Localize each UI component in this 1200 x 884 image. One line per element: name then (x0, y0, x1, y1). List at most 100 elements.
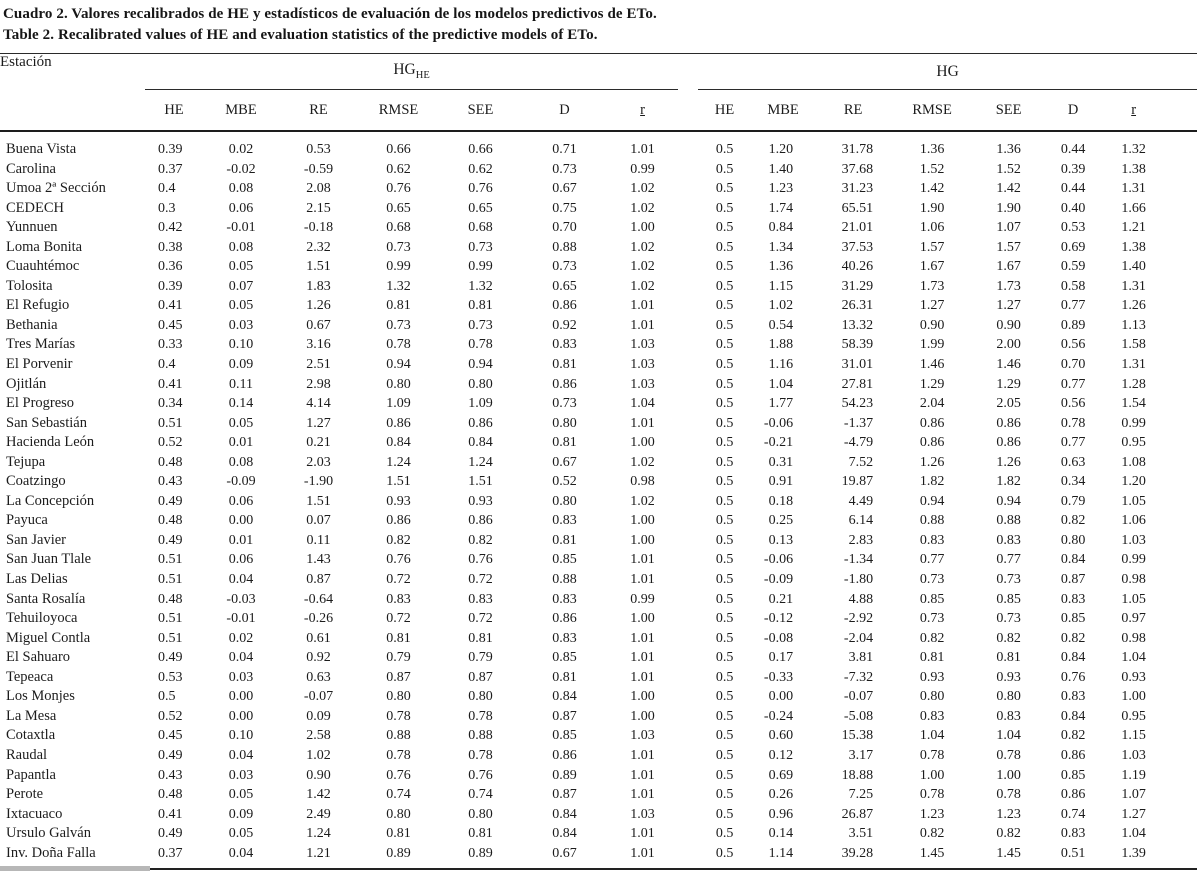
cell-hghe-see: 0.80 (468, 689, 493, 705)
cell-hghe-d: 0.80 (552, 493, 577, 509)
cell-hg-re: 31.01 (841, 357, 874, 373)
cell-hghe-d: 0.81 (552, 435, 577, 451)
column-header-hghe-d: D (522, 89, 607, 132)
cell-hg-d: 0.58 (1060, 278, 1086, 294)
cell-hghe-he: 0.52 (158, 708, 183, 724)
cell-hg-d: 0.85 (1060, 767, 1086, 783)
cell-hg-re: 40.26 (841, 259, 874, 275)
cell-hg-mbe: 1.14 (768, 845, 794, 861)
station-name: Cotaxtla (6, 727, 56, 744)
station-name: Perote (6, 786, 44, 803)
cell-hg-he: 0.5 (715, 474, 734, 490)
cell-gap (678, 844, 698, 870)
cell-hghe-re: 0.61 (306, 630, 331, 646)
cell-hg-mbe: -0.12 (763, 611, 794, 627)
cell-hghe-mbe: 0.06 (228, 200, 254, 216)
cell-gap (678, 668, 698, 688)
cell-hghe-see: 0.94 (468, 357, 493, 373)
cell-hghe-he: 0.41 (158, 298, 183, 314)
cell-hg-mbe: -0.06 (763, 552, 794, 568)
cell-hg-rmse: 1.99 (919, 337, 945, 353)
cell-hghe-mbe: 0.10 (228, 337, 254, 353)
station-name: Coatzingo (6, 473, 66, 490)
cell-hg-rmse: 0.90 (919, 317, 945, 333)
cell-hg-rmse: 1.26 (919, 454, 945, 470)
cell-hg-r: 1.38 (1121, 239, 1146, 255)
cell-hg-see: 1.26 (996, 454, 1021, 470)
cell-hghe-mbe: 0.05 (228, 259, 254, 275)
cell-hghe-mbe: 0.01 (228, 532, 254, 548)
cell-hg-re: 37.53 (841, 239, 874, 255)
cell-gap (678, 335, 698, 355)
table-body: Buena Vista 0.39 0.02 0.53 0.66 0.66 0.71 1.01 0… (0, 131, 1197, 869)
cell-hg-re: 6.14 (848, 513, 874, 529)
cell-hg-mbe: 0.54 (768, 317, 794, 333)
table-row: Santa Rosalía 0.48 -0.03 -0.64 0.83 0.83 0.83 0… (0, 590, 1197, 610)
group-header-hg: HG (698, 53, 1198, 90)
station-name: Hacienda León (6, 434, 95, 451)
cell-hghe-he: 0.43 (158, 474, 183, 490)
station-name: CEDECH (6, 199, 64, 216)
cell-hg-d: 0.89 (1060, 317, 1086, 333)
cell-hghe-he: 0.45 (158, 317, 183, 333)
cell-hghe-he: 0.49 (158, 493, 183, 509)
cell-hghe-r: 1.01 (630, 298, 655, 314)
cell-hghe-see: 0.93 (468, 493, 493, 509)
cell-hghe-mbe: 0.09 (228, 357, 254, 373)
cell-hg-re: 7.25 (848, 787, 874, 803)
cell-hghe-re: -1.90 (303, 474, 334, 490)
station-name: Papantla (6, 766, 56, 783)
cell-hg-he: 0.5 (715, 396, 734, 412)
cell-hghe-he: 0.34 (158, 396, 183, 412)
cell-hghe-re: 1.83 (306, 278, 331, 294)
cell-hghe-rmse: 0.68 (386, 220, 411, 236)
cell-hghe-he: 0.52 (158, 435, 183, 451)
cell-hg-rmse: 1.00 (919, 767, 945, 783)
scan-artifact (0, 866, 150, 871)
station-name: Los Monjes (6, 688, 75, 705)
station-name: Loma Bonita (6, 238, 83, 255)
cell-hghe-re: 0.11 (306, 532, 331, 548)
cell-hghe-d: 0.88 (552, 239, 577, 255)
cell-hghe-re: 1.42 (306, 787, 331, 803)
cell-hghe-he: 0.48 (158, 787, 183, 803)
cell-hghe-mbe: 0.04 (228, 650, 254, 666)
cell-hghe-r: 1.03 (630, 357, 655, 373)
cell-hghe-rmse: 0.81 (386, 826, 411, 842)
cell-hghe-re: 0.21 (306, 435, 331, 451)
cell-gap (678, 296, 698, 316)
cell-hg-rmse: 1.29 (919, 376, 945, 392)
cell-hg-rmse: 1.45 (919, 845, 945, 861)
column-header-hghe-rmse: RMSE (358, 89, 439, 132)
cell-hghe-rmse: 0.81 (386, 298, 411, 314)
cell-hghe-r: 1.04 (630, 396, 655, 412)
cell-hg-mbe: 0.69 (768, 767, 794, 783)
cell-hg-d: 0.53 (1060, 220, 1086, 236)
cell-gap (678, 687, 698, 707)
cell-hg-r: 1.15 (1121, 728, 1146, 744)
cell-hg-d: 0.84 (1060, 552, 1086, 568)
cell-hg-re: -2.92 (843, 611, 874, 627)
cell-hg-d: 0.69 (1060, 239, 1086, 255)
cell-hg-see: 0.93 (996, 669, 1021, 685)
cell-hg-see: 0.82 (996, 630, 1021, 646)
cell-hghe-rmse: 0.83 (386, 591, 411, 607)
cell-hg-he: 0.5 (715, 454, 734, 470)
cell-hg-see: 0.80 (996, 689, 1021, 705)
cell-hg-see: 1.90 (996, 200, 1021, 216)
cell-hghe-see: 1.51 (468, 474, 493, 490)
cell-hghe-r: 1.00 (630, 513, 655, 529)
cell-hghe-d: 0.87 (552, 708, 577, 724)
cell-hg-d: 0.59 (1060, 259, 1086, 275)
cell-hghe-d: 0.81 (552, 532, 577, 548)
cell-hghe-d: 0.71 (552, 142, 577, 157)
cell-hg-rmse: 0.80 (919, 689, 945, 705)
column-gap (678, 53, 699, 132)
table-row: Los Monjes 0.5 0.00 -0.07 0.80 0.80 0.84 1.00 0.… (0, 687, 1197, 707)
cell-hghe-d: 0.86 (552, 298, 577, 314)
cell-hg-d: 0.82 (1060, 513, 1086, 529)
cell-hghe-mbe: -0.09 (226, 474, 256, 490)
cell-hghe-rmse: 0.78 (386, 337, 411, 353)
cell-hghe-he: 0.51 (158, 415, 183, 431)
cell-hghe-mbe: 0.02 (228, 142, 254, 157)
